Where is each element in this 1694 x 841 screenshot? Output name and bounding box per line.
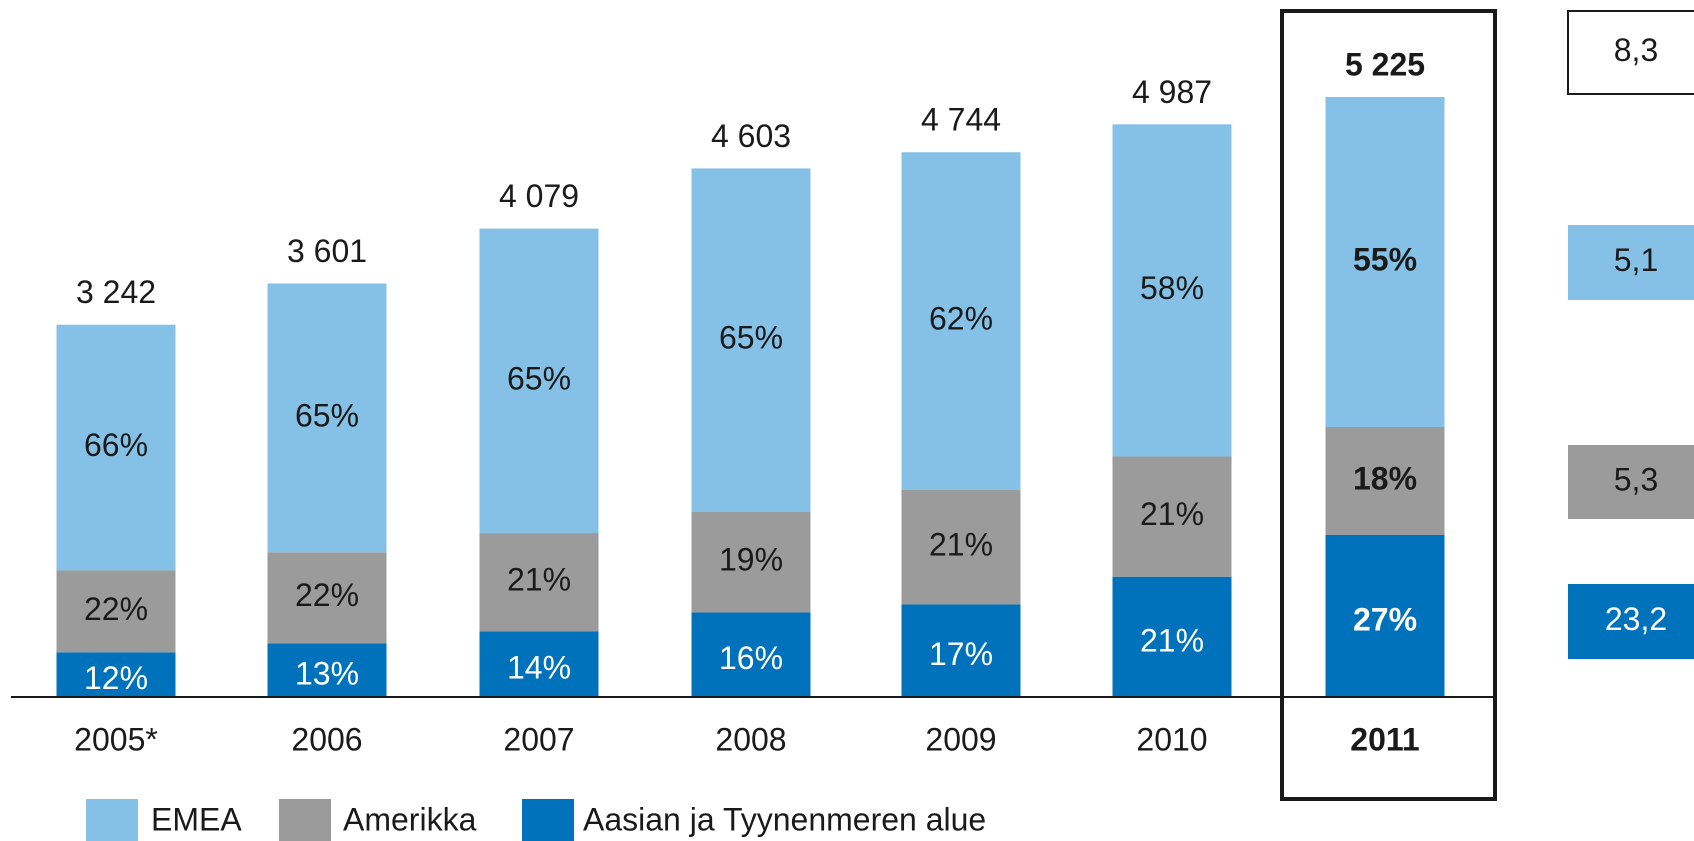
x-tick-label: 2007 [503, 721, 574, 757]
segment-label: 21% [1140, 622, 1204, 658]
segment-label: 21% [1140, 496, 1204, 532]
side-label: 5,3 [1614, 461, 1658, 497]
bar-segment [901, 152, 1021, 490]
total-label: 4 603 [711, 118, 791, 154]
side-box [1568, 225, 1694, 300]
legend-swatch [279, 799, 331, 841]
bar-segment [1112, 456, 1232, 577]
segment-label: 65% [719, 320, 783, 356]
bar-segment [56, 324, 176, 571]
bar-segment [901, 604, 1021, 697]
bar-segment [56, 652, 176, 697]
segment-label: 17% [929, 636, 993, 672]
bar-segment [267, 283, 387, 553]
side-label: 5,1 [1614, 242, 1658, 278]
legend-label: EMEA [151, 801, 242, 837]
bar-segment [267, 643, 387, 697]
bar-segment [56, 570, 176, 653]
segment-label: 21% [507, 562, 571, 598]
bar-segment [267, 552, 387, 644]
segment-label: 16% [719, 640, 783, 676]
x-tick-label: 2008 [715, 721, 786, 757]
segment-label: 65% [295, 397, 359, 433]
legend-swatch [86, 799, 138, 841]
segment-label: 22% [295, 577, 359, 613]
side-label: 23,2 [1605, 601, 1667, 637]
x-tick-label: 2010 [1136, 721, 1207, 757]
legend-swatch [522, 799, 574, 841]
total-label: 5 225 [1345, 46, 1425, 82]
segment-label: 66% [84, 427, 148, 463]
x-tick-label: 2005* [74, 721, 158, 757]
bar-segment [1325, 97, 1445, 427]
side-box [1568, 445, 1694, 519]
side-box [1567, 10, 1694, 95]
bar-segment [1325, 427, 1445, 535]
bar-segment [479, 228, 599, 534]
segment-label: 55% [1353, 241, 1417, 277]
total-label: 4 744 [921, 102, 1001, 138]
side-label: 8,3 [1614, 32, 1658, 68]
bar-segment [691, 612, 811, 697]
segment-label: 19% [719, 542, 783, 578]
highlight-box [1280, 9, 1497, 801]
segment-label: 18% [1353, 460, 1417, 496]
total-label: 4 987 [1132, 74, 1212, 110]
legend-label: Aasian ja Tyynenmeren alue [583, 801, 986, 837]
segment-label: 13% [295, 656, 359, 692]
segment-label: 58% [1140, 270, 1204, 306]
bar-segment [691, 168, 811, 512]
segment-label: 21% [929, 527, 993, 563]
bar-segment [479, 631, 599, 697]
total-label: 3 242 [76, 274, 156, 310]
segment-label: 22% [84, 591, 148, 627]
x-tick-label: 2011 [1350, 721, 1419, 757]
bar-segment [1112, 576, 1232, 697]
segment-label: 65% [507, 360, 571, 396]
legend-label: Amerikka [343, 801, 477, 837]
segment-label: 27% [1353, 601, 1417, 637]
x-tick-label: 2006 [291, 721, 362, 757]
bar-segment [479, 533, 599, 632]
bar-segment [691, 511, 811, 613]
total-label: 3 601 [287, 233, 367, 269]
side-box [1568, 584, 1694, 659]
segment-label: 14% [507, 650, 571, 686]
bar-segment [1112, 124, 1232, 457]
bar-segment [901, 489, 1021, 605]
segment-label: 62% [929, 301, 993, 337]
x-tick-label: 2009 [925, 721, 996, 757]
segment-label: 12% [84, 660, 148, 696]
bar-segment [1325, 535, 1445, 697]
total-label: 4 079 [499, 178, 579, 214]
